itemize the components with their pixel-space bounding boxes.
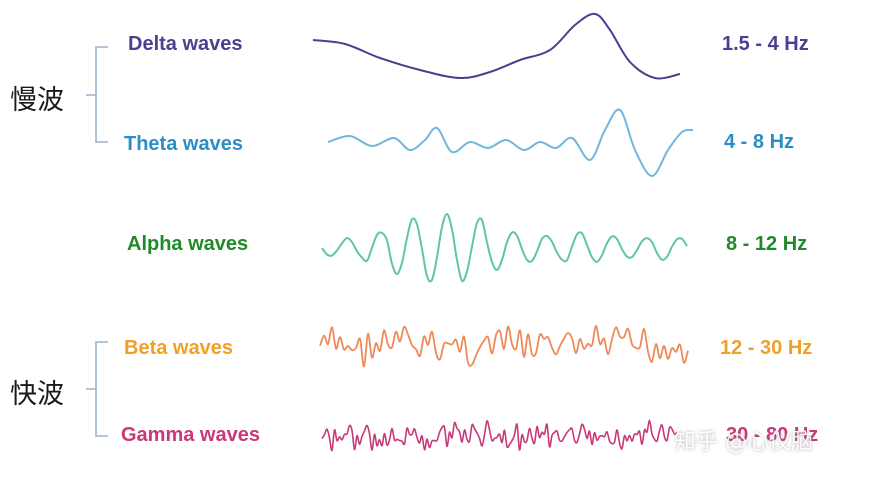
slow-wave-bracket (86, 46, 108, 143)
slow-waves-label: 慢波 (10, 85, 64, 116)
theta-waves-label: Theta waves (124, 133, 243, 155)
watermark: 知乎 @心仪脑 (674, 430, 813, 455)
beta-frequency: 12 - 30 Hz (720, 337, 813, 359)
theta-frequency: 4 - 8 Hz (724, 131, 795, 153)
delta-waves-label: Delta waves (128, 33, 243, 55)
alpha-frequency: 8 - 12 Hz (726, 233, 808, 255)
alpha-wave-trace (321, 213, 688, 283)
gamma-frequency: 30 - 80 Hz (726, 424, 819, 446)
delta-wave-trace (312, 12, 681, 80)
fast-wave-bracket (86, 341, 108, 437)
beta-wave-trace (319, 324, 689, 368)
beta-waves-label: Beta waves (124, 337, 233, 359)
alpha-waves-label: Alpha waves (127, 233, 249, 255)
gamma-waves-label: Gamma waves (121, 424, 260, 446)
gamma-wave-trace (321, 419, 678, 452)
theta-wave-trace (327, 108, 694, 178)
delta-frequency: 1.5 - 4 Hz (722, 33, 809, 55)
fast-waves-label: 快波 (10, 379, 64, 410)
